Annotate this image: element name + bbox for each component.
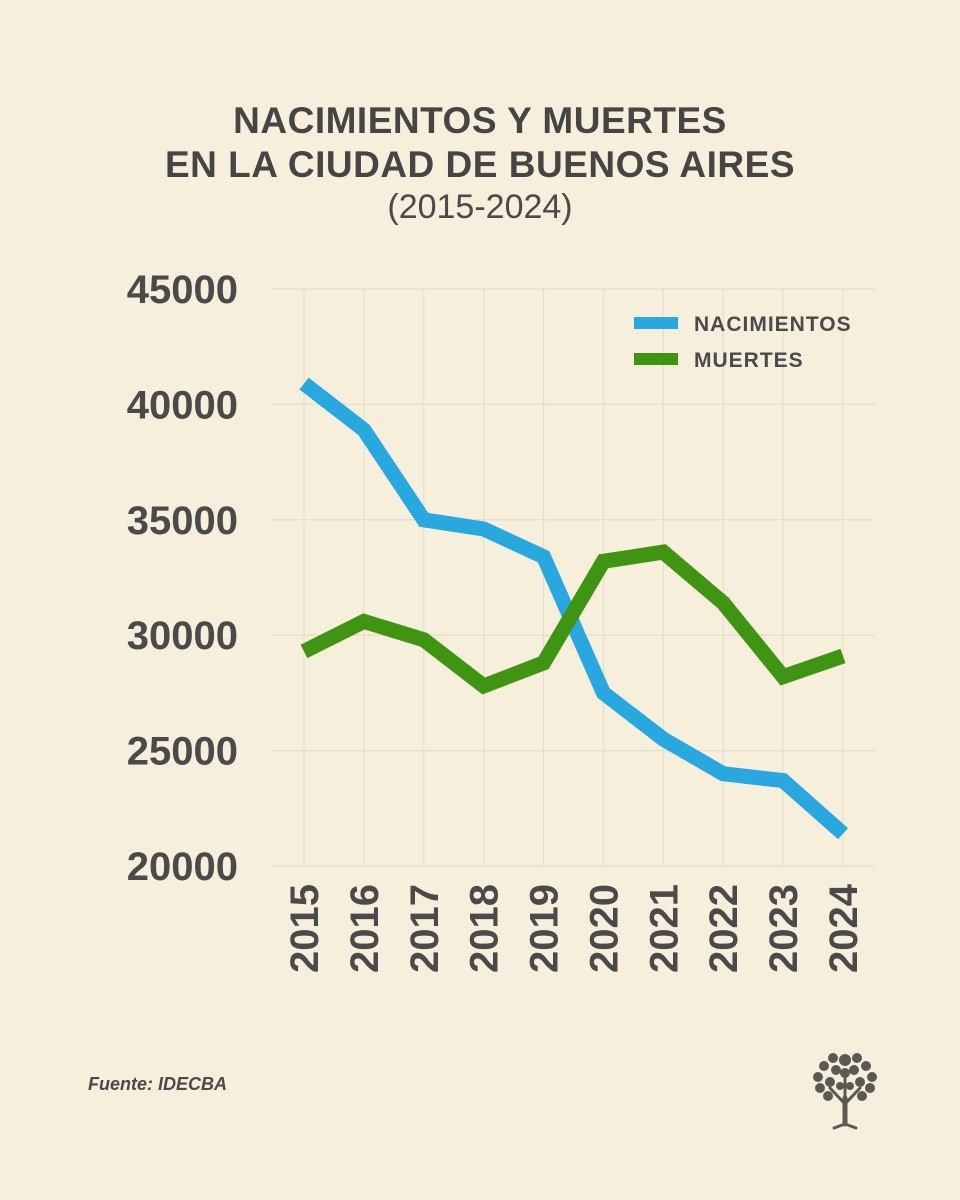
series-line-muertes	[300, 544, 846, 695]
chart-subtitle: (2015-2024)	[387, 188, 573, 226]
x-axis-ticks: 2015 2016 2017 2018 2019 2020 2021 2022 2023 2024	[283, 883, 866, 973]
y-tick-label: 25000	[127, 730, 238, 774]
y-tick-label: 40000	[127, 383, 238, 427]
legend-label-nacimientos: NACIMIENTOS	[694, 313, 852, 336]
x-tick-label: 2024	[822, 883, 866, 973]
x-tick-label: 2017	[403, 884, 447, 973]
x-tick-label: 2019	[523, 884, 567, 973]
legend: NACIMIENTOS MUERTES	[634, 313, 852, 372]
x-tick-label: 2016	[343, 884, 387, 973]
y-tick-label: 35000	[127, 499, 238, 543]
legend-label-muertes: MUERTES	[694, 349, 804, 372]
legend-swatch-muertes	[634, 353, 678, 365]
source-note: Fuente: IDECBA	[88, 1074, 227, 1094]
x-tick-label: 2022	[702, 884, 746, 973]
y-tick-label: 20000	[127, 845, 238, 889]
y-tick-label: 30000	[127, 614, 238, 658]
y-axis-ticks: 20000 25000 30000 35000 40000 45000	[127, 268, 238, 889]
tree-icon	[800, 1040, 890, 1135]
x-tick-label: 2023	[762, 884, 806, 973]
chart-title-line1: NACIMIENTOS Y MUERTES	[233, 100, 727, 141]
y-tick-label: 45000	[127, 268, 238, 312]
chart-title-line2: EN LA CIUDAD DE BUENOS AIRES	[164, 144, 796, 185]
x-tick-label: 2015	[283, 884, 327, 973]
x-tick-label: 2018	[463, 884, 507, 973]
x-tick-label: 2021	[642, 884, 686, 973]
legend-swatch-nacimientos	[634, 317, 678, 329]
x-tick-label: 2020	[582, 884, 626, 973]
series-layer	[299, 377, 848, 840]
